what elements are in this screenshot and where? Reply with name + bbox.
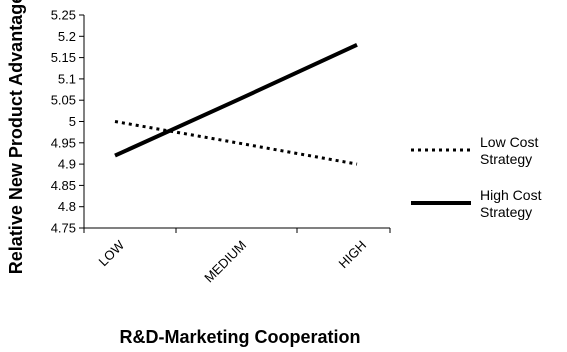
series-line-2 bbox=[114, 43, 358, 158]
y-tick-label: 4.75 bbox=[51, 221, 76, 236]
y-tick-label: 4.8 bbox=[58, 199, 76, 214]
y-tick-label: 4.9 bbox=[58, 157, 76, 172]
legend-label: High Cost bbox=[480, 187, 542, 203]
legend-label: Strategy bbox=[480, 204, 532, 220]
y-tick-label: 4.95 bbox=[51, 135, 76, 150]
y-tick-label: 5.15 bbox=[51, 50, 76, 65]
series-line-1 bbox=[114, 120, 358, 166]
legend-label: Low Cost bbox=[480, 134, 538, 150]
x-tick-label: HIGH bbox=[336, 238, 370, 272]
x-tick-label: LOW bbox=[96, 237, 128, 269]
x-axis-label: R&D-Marketing Cooperation bbox=[119, 327, 360, 347]
legend-label: Strategy bbox=[480, 151, 532, 167]
y-tick-label: 5.1 bbox=[58, 71, 76, 86]
y-tick-label: 5 bbox=[69, 114, 76, 129]
y-axis-ticks: 4.75 4.8 4.85 4.9 4.95 5 5.05 5.1 5.15 5.2 5.25 bbox=[51, 8, 84, 236]
x-tick-label: MEDIUM bbox=[201, 238, 249, 286]
y-axis-label: Relative New Product Advantage bbox=[6, 0, 26, 274]
x-axis-ticks: LOW MEDIUM HIGH bbox=[83, 228, 391, 286]
y-tick-label: 5.2 bbox=[58, 29, 76, 44]
y-tick-label: 5.05 bbox=[51, 93, 76, 108]
y-tick-label: 4.85 bbox=[51, 178, 76, 193]
y-tick-label: 5.25 bbox=[51, 8, 76, 23]
series-lines bbox=[114, 43, 358, 166]
